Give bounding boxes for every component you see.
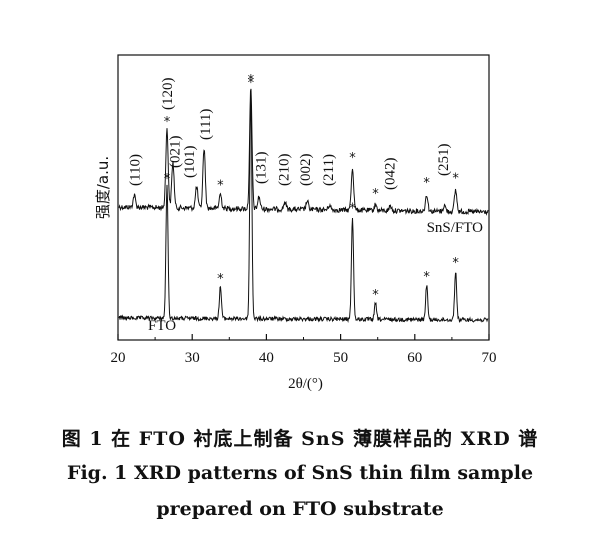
series-sns-fto-line — [118, 88, 489, 216]
fto-peak-star: * — [217, 272, 224, 287]
sns-fto-peak-star: * — [372, 187, 379, 202]
sns-fto-peak-star: * — [349, 151, 356, 166]
fto-peak-star: * — [372, 288, 379, 303]
x-tick-label: 70 — [482, 350, 497, 366]
miller-index-label: (042) — [383, 158, 399, 191]
miller-index-label: (002) — [298, 154, 314, 187]
series-label-sns-fto: SnS/FTO — [427, 220, 484, 236]
miller-index-label: (211) — [321, 154, 337, 186]
x-tick-label: 30 — [185, 350, 200, 366]
miller-index-label: (251) — [436, 144, 452, 177]
sns-fto-peak-star: * — [217, 179, 224, 194]
sns-fto-peak-star: * — [423, 176, 430, 191]
sns-fto-peak-star: * — [164, 115, 171, 130]
x-tick-label: 50 — [333, 350, 348, 366]
miller-index-label: (021) — [167, 136, 183, 169]
sns-fto-peak-star: * — [248, 73, 255, 88]
x-tick-label: 60 — [407, 350, 422, 366]
x-axis-label: 2θ/(°) — [288, 376, 323, 392]
sns-fto-peak-star: * — [452, 171, 459, 186]
figure-caption-chinese: 图 1 在 FTO 衬底上制备 SnS 薄膜样品的 XRD 谱 — [61, 428, 539, 450]
miller-index-label: (210) — [277, 154, 293, 187]
x-tick-label: 20 — [111, 350, 126, 366]
miller-index-label: (111) — [198, 109, 214, 140]
x-tick-label: 40 — [259, 350, 274, 366]
fto-peak-star: * — [349, 201, 356, 216]
y-axis-label: 强度/a.u. — [94, 156, 112, 219]
miller-index-label: (120) — [160, 78, 176, 111]
fto-peak-star: * — [248, 76, 255, 91]
fto-peak-star: * — [423, 270, 430, 285]
miller-index-label: (110) — [127, 154, 143, 186]
series-label-fto: FTO — [148, 318, 176, 334]
series-fto-line — [118, 94, 489, 323]
figure-caption-english-line1: Fig. 1 XRD patterns of SnS thin film sam… — [66, 462, 534, 484]
fto-peak-star: * — [164, 172, 171, 187]
fto-peak-star: * — [452, 256, 459, 271]
figure-caption-english-line2: prepared on FTO substrate — [156, 498, 444, 520]
miller-index-label: (101) — [182, 146, 198, 179]
miller-index-label: (131) — [254, 152, 270, 185]
